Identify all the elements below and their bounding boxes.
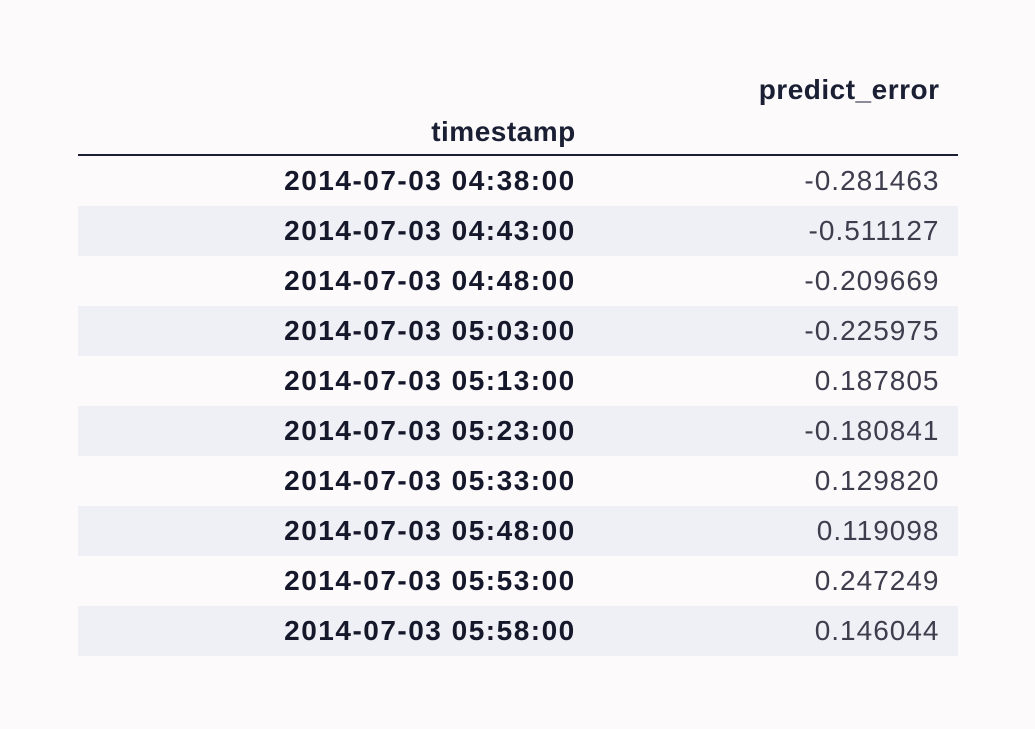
value-cell: -0.180841 (626, 406, 958, 456)
value-cell: -0.225975 (626, 306, 958, 356)
value-cell: 0.119098 (626, 506, 958, 556)
data-table-container: timestamp predict_error 2014-07-03 04:38… (78, 74, 958, 656)
table-row: 2014-07-03 05:33:00 0.129820 (78, 456, 958, 506)
value-cell: 0.247249 (626, 556, 958, 606)
timestamp-cell: 2014-07-03 04:38:00 (78, 155, 626, 206)
table-row: 2014-07-03 05:48:00 0.119098 (78, 506, 958, 556)
timestamp-cell: 2014-07-03 05:48:00 (78, 506, 626, 556)
timestamp-cell: 2014-07-03 05:33:00 (78, 456, 626, 506)
value-cell: 0.146044 (626, 606, 958, 656)
table-row: 2014-07-03 05:58:00 0.146044 (78, 606, 958, 656)
timestamp-cell: 2014-07-03 05:58:00 (78, 606, 626, 656)
table-row: 2014-07-03 04:43:00 -0.511127 (78, 206, 958, 256)
value-cell: -0.209669 (626, 256, 958, 306)
table-row: 2014-07-03 05:53:00 0.247249 (78, 556, 958, 606)
column-header-predict-error: predict_error (626, 74, 958, 155)
table-row: 2014-07-03 04:48:00 -0.209669 (78, 256, 958, 306)
dataframe-table: timestamp predict_error 2014-07-03 04:38… (78, 74, 958, 656)
table-row: 2014-07-03 05:03:00 -0.225975 (78, 306, 958, 356)
timestamp-cell: 2014-07-03 05:53:00 (78, 556, 626, 606)
table-row: 2014-07-03 05:13:00 0.187805 (78, 356, 958, 406)
timestamp-cell: 2014-07-03 04:48:00 (78, 256, 626, 306)
value-cell: 0.187805 (626, 356, 958, 406)
timestamp-cell: 2014-07-03 05:13:00 (78, 356, 626, 406)
index-header: timestamp (78, 74, 626, 155)
timestamp-cell: 2014-07-03 05:03:00 (78, 306, 626, 356)
timestamp-cell: 2014-07-03 04:43:00 (78, 206, 626, 256)
value-cell: -0.511127 (626, 206, 958, 256)
value-cell: 0.129820 (626, 456, 958, 506)
header-row: timestamp predict_error (78, 74, 958, 155)
table-row: 2014-07-03 04:38:00 -0.281463 (78, 155, 958, 206)
table-row: 2014-07-03 05:23:00 -0.180841 (78, 406, 958, 456)
value-cell: -0.281463 (626, 155, 958, 206)
timestamp-cell: 2014-07-03 05:23:00 (78, 406, 626, 456)
